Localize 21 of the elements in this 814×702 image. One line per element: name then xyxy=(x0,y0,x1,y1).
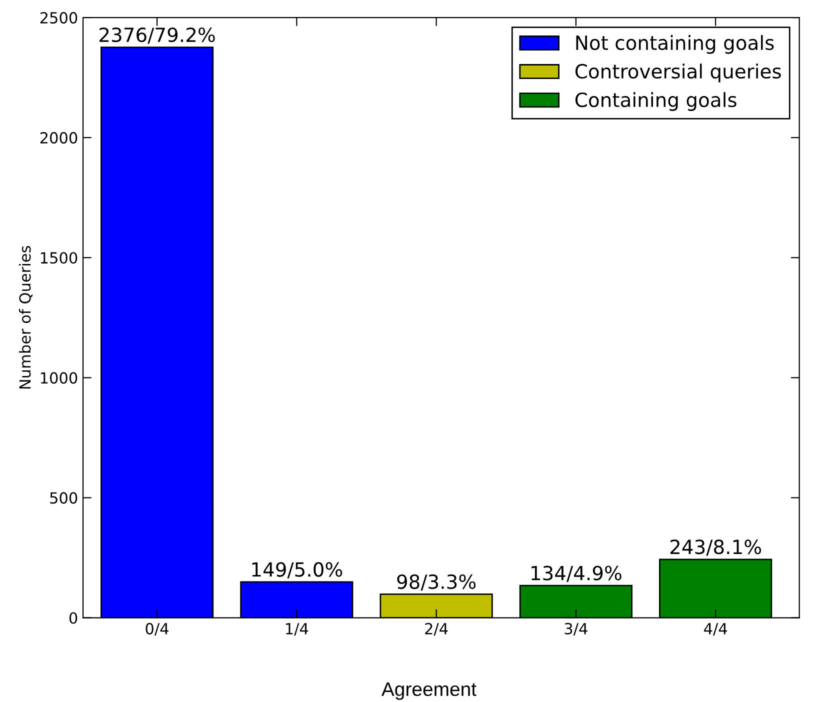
y-tick-label: 0 xyxy=(69,612,78,624)
legend-label: Containing goals xyxy=(575,92,736,111)
x-tick-label: 4/4 xyxy=(704,623,728,636)
x-tick-label: 0/4 xyxy=(146,622,168,636)
legend-label: Not containing goals xyxy=(576,35,774,54)
legend-label: Controversial queries xyxy=(575,64,781,82)
x-axis-title: Agreement xyxy=(381,682,476,700)
data-label: 149/5.0% xyxy=(252,562,342,578)
x-tick-label: 2/4 xyxy=(425,622,448,636)
x-tick-label: 1/4 xyxy=(286,623,308,636)
x-tick-label: 3/4 xyxy=(564,622,588,636)
y-tick-label: 2000 xyxy=(40,132,78,144)
data-label: 243/8.1% xyxy=(670,540,762,556)
y-tick-label: 500 xyxy=(50,492,78,504)
data-label: 2376/79.2% xyxy=(100,27,215,44)
y-tick-label: 1000 xyxy=(40,372,78,384)
data-label: 134/4.9% xyxy=(532,566,622,582)
data-label: 98/3.3% xyxy=(397,574,476,591)
y-tick-label: 1500 xyxy=(40,252,78,264)
y-axis-title: Number of Queries xyxy=(18,246,33,389)
y-tick-label: 2500 xyxy=(40,12,78,24)
